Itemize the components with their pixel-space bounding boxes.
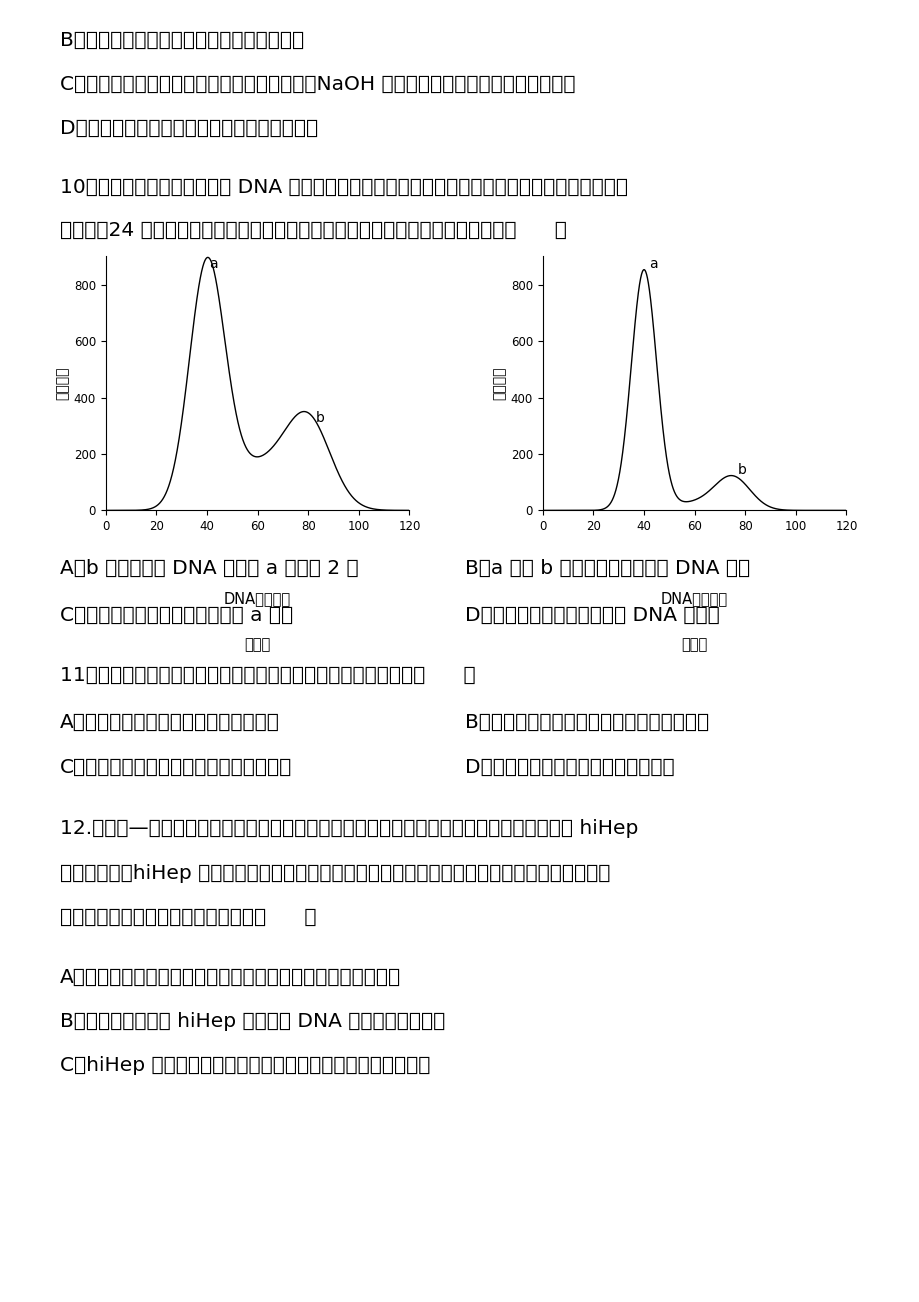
- Text: C．处于分裂期的细胞均被计数在 a 峰中: C．处于分裂期的细胞均被计数在 a 峰中: [60, 605, 292, 625]
- Text: C．在探究细胞大小与物质运输关系的实验中，NaOH 在不同体积琼脂块中的扩散速率不同: C．在探究细胞大小与物质运输关系的实验中，NaOH 在不同体积琼脂块中的扩散速率…: [60, 74, 574, 94]
- Text: A．细胞的衰老和凋亡是正常的生命现象: A．细胞的衰老和凋亡是正常的生命现象: [60, 712, 279, 732]
- Text: A．该项成果表明，分化了的细胞其分化后的状态是可以改变的: A．该项成果表明，分化了的细胞其分化后的状态是可以改变的: [60, 967, 401, 987]
- Text: 12.《细胞—干细胞》在线发表了中国科学院上海生命科学研究院诱导人成纤维细胞重编程为 hiHep: 12.《细胞—干细胞》在线发表了中国科学院上海生命科学研究院诱导人成纤维细胞重编…: [60, 819, 638, 838]
- Text: DNA相对含量: DNA相对含量: [224, 591, 290, 607]
- Text: b: b: [315, 410, 324, 424]
- Text: 实验组: 实验组: [681, 637, 707, 652]
- Y-axis label: 细胞数目: 细胞数目: [56, 367, 70, 400]
- Text: B．细胞分化使各种细胞的遗传物质产生差异: B．细胞分化使各种细胞的遗传物质产生差异: [464, 712, 708, 732]
- Text: a: a: [210, 256, 218, 271]
- Text: 物转运等。下列相关叙述中错误的是（      ）: 物转运等。下列相关叙述中错误的是（ ）: [60, 907, 316, 927]
- Text: 细胞的成果。hiHep 细胞具有肝细胞的许多功能，包括分泌血清白蛋白、积累糖原、代谢药物、药: 细胞的成果。hiHep 细胞具有肝细胞的许多功能，包括分泌血清白蛋白、积累糖原、…: [60, 863, 609, 883]
- Text: B．a 峰和 b 峰之间的细胞正进行 DNA 复制: B．a 峰和 b 峰之间的细胞正进行 DNA 复制: [464, 559, 749, 578]
- Text: B．采用荧光标记技术来探究细胞膜的流动性: B．采用荧光标记技术来探究细胞膜的流动性: [60, 30, 303, 49]
- Text: D．绿叶中色素的提取所采用的方法为纸层析法: D．绿叶中色素的提取所采用的方法为纸层析法: [60, 118, 318, 138]
- Text: D．此抗癌药物抑制了癌细胞 DNA 的复制: D．此抗癌药物抑制了癌细胞 DNA 的复制: [464, 605, 719, 625]
- Text: C．hiHep 细胞的诱导成功为人类重症肝病的治疗提供了可能性: C．hiHep 细胞的诱导成功为人类重症肝病的治疗提供了可能性: [60, 1056, 430, 1075]
- Text: A．b 峰中细胞的 DNA 含量是 a 峰中的 2 倍: A．b 峰中细胞的 DNA 含量是 a 峰中的 2 倍: [60, 559, 358, 578]
- Text: 11．下列关于细胞分裂、分化、衰老和凋亡的叙述中，正确的是（      ）: 11．下列关于细胞分裂、分化、衰老和凋亡的叙述中，正确的是（ ）: [60, 665, 475, 685]
- Text: C．细胞分化仅发生于早期胚胎形成过程中: C．细胞分化仅发生于早期胚胎形成过程中: [60, 758, 291, 777]
- Text: a: a: [649, 256, 657, 271]
- Text: 对照组: 对照组: [244, 637, 270, 652]
- Y-axis label: 细胞数目: 细胞数目: [493, 367, 506, 400]
- Text: DNA相对含量: DNA相对含量: [661, 591, 727, 607]
- Text: 癌细胞。24 小时后用流式细胞仪检测，结果如图。对检测结果的分析不正确的是（      ）: 癌细胞。24 小时后用流式细胞仪检测，结果如图。对检测结果的分析不正确的是（ ）: [60, 221, 566, 240]
- Text: D．所有体细胞都不断地进行细胞分裂: D．所有体细胞都不断地进行细胞分裂: [464, 758, 674, 777]
- Text: B．人成纤维细胞与 hiHep 细胞中的 DNA 和蛋白质完全相同: B．人成纤维细胞与 hiHep 细胞中的 DNA 和蛋白质完全相同: [60, 1012, 445, 1031]
- Text: 10．流式细胞仪可根据细胞中 DNA 含量的不同对细胞分别计数。研究者用某抗癌物处理体外培养的: 10．流式细胞仪可根据细胞中 DNA 含量的不同对细胞分别计数。研究者用某抗癌物…: [60, 177, 627, 197]
- Text: b: b: [737, 464, 745, 478]
